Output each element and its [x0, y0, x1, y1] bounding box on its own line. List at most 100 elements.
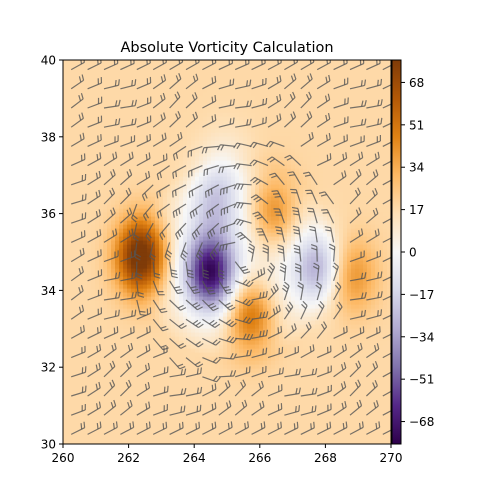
heatmap-cell [239, 400, 244, 405]
heatmap-cell [203, 292, 208, 297]
heatmap-cell [315, 312, 320, 317]
heatmap-cell [251, 268, 256, 273]
heatmap-cell [259, 308, 264, 313]
heatmap-cell [367, 344, 372, 349]
heatmap-cell [303, 320, 308, 325]
heatmap-cell [103, 260, 108, 265]
heatmap-cell [367, 352, 372, 357]
heatmap-cell [187, 224, 192, 229]
heatmap-cell [327, 436, 332, 441]
heatmap-cell [343, 372, 348, 377]
heatmap-cell [79, 336, 84, 341]
heatmap-cell [387, 360, 391, 365]
heatmap-cell [259, 212, 264, 217]
heatmap-cell [363, 356, 368, 361]
heatmap-cell [187, 384, 192, 389]
heatmap-cell [95, 396, 100, 401]
heatmap-cell [131, 364, 136, 369]
heatmap-cell [339, 300, 344, 305]
heatmap-cell [119, 376, 124, 381]
heatmap-cell [111, 276, 116, 281]
heatmap-cell [319, 212, 324, 217]
heatmap-cell [231, 364, 236, 369]
heatmap-cell [131, 224, 136, 229]
heatmap-cell [379, 232, 384, 237]
heatmap-cell [135, 396, 140, 401]
heatmap-cell [203, 340, 208, 345]
heatmap-cell [167, 264, 172, 269]
heatmap-cell [387, 228, 391, 233]
heatmap-cell [259, 356, 264, 361]
heatmap-cell [151, 436, 156, 441]
heatmap-cell [131, 384, 136, 389]
heatmap-cell [175, 296, 180, 301]
heatmap-cell [343, 264, 348, 269]
heatmap-cell [287, 424, 292, 429]
heatmap-cell [307, 416, 312, 421]
heatmap-cell [163, 364, 168, 369]
heatmap-cell [139, 360, 144, 365]
heatmap-cell [163, 436, 168, 441]
heatmap-cell [267, 376, 272, 381]
heatmap-cell [227, 372, 232, 377]
heatmap-cell [95, 292, 100, 297]
heatmap-cell [115, 392, 120, 397]
heatmap-cell [175, 300, 180, 305]
heatmap-cell [327, 412, 332, 417]
heatmap-cell [67, 216, 72, 221]
heatmap-cell [159, 408, 164, 413]
heatmap-cell [311, 292, 316, 297]
heatmap-cell [103, 396, 108, 401]
heatmap-cell [263, 328, 268, 333]
heatmap-cell [167, 216, 172, 221]
heatmap-cell [171, 436, 176, 441]
heatmap-cell [359, 292, 364, 297]
heatmap-cell [359, 432, 364, 437]
heatmap-cell [163, 232, 168, 237]
heatmap-cell [119, 208, 124, 213]
heatmap-cell [331, 328, 336, 333]
heatmap-cell [359, 308, 364, 313]
heatmap-cell [199, 352, 204, 357]
heatmap-cell [335, 308, 340, 313]
heatmap-cell [115, 216, 120, 221]
heatmap-cell [291, 200, 296, 205]
heatmap-cell [259, 264, 264, 269]
heatmap-cell [207, 352, 212, 357]
heatmap-cell [371, 404, 376, 409]
heatmap-cell [215, 200, 220, 205]
heatmap-cell [335, 252, 340, 257]
heatmap-cell [139, 336, 144, 341]
heatmap-cell [387, 336, 391, 341]
heatmap-cell [299, 364, 304, 369]
heatmap-cell [179, 208, 184, 213]
heatmap-cell [219, 336, 224, 341]
heatmap-cell [143, 328, 148, 333]
heatmap-cell [227, 436, 232, 441]
heatmap-cell [155, 396, 160, 401]
heatmap-cell [199, 204, 204, 209]
heatmap-cell [107, 232, 112, 237]
heatmap-cell [287, 436, 292, 441]
heatmap-cell [363, 440, 368, 444]
heatmap-cell [107, 208, 112, 213]
heatmap-cell [95, 276, 100, 281]
heatmap-cell [211, 240, 216, 245]
heatmap-cell [215, 292, 220, 297]
heatmap-cell [219, 364, 224, 369]
heatmap-cell [311, 360, 316, 365]
heatmap-cell [123, 368, 128, 373]
heatmap-cell [387, 380, 391, 385]
heatmap-cell [167, 304, 172, 309]
heatmap-cell [191, 284, 196, 289]
heatmap-cell [291, 368, 296, 373]
heatmap-cell [175, 264, 180, 269]
heatmap-cell [299, 440, 304, 444]
heatmap-cell [343, 252, 348, 257]
heatmap-cell [67, 300, 72, 305]
heatmap-cell [315, 440, 320, 444]
heatmap-cell [123, 376, 128, 381]
heatmap-cell [371, 436, 376, 441]
heatmap-cell [351, 304, 356, 309]
heatmap-cell [255, 392, 260, 397]
